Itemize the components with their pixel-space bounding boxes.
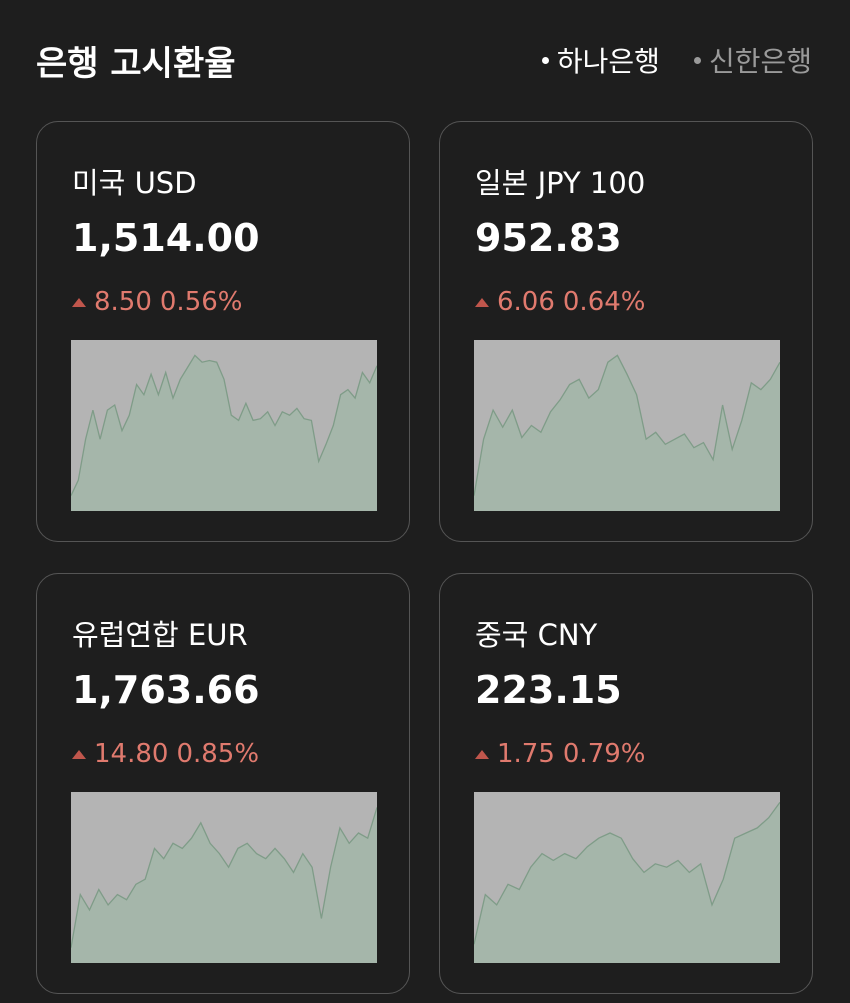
change-percent: 0.64% bbox=[562, 287, 646, 317]
sparkline-line bbox=[71, 354, 377, 496]
bank-tab[interactable]: 신한은행 bbox=[694, 40, 812, 80]
currency-name: 중국 CNY bbox=[475, 618, 598, 652]
exchange-rate: 1,514.00 bbox=[72, 216, 260, 260]
sparkline-area bbox=[474, 802, 780, 963]
change-percent: 0.56% bbox=[159, 287, 243, 317]
up-arrow bbox=[475, 297, 489, 307]
bank-tab[interactable]: 하나은행 bbox=[542, 40, 660, 80]
change-percent: 0.85% bbox=[176, 739, 260, 769]
exchange-rate: 1,763.66 bbox=[72, 668, 260, 712]
sparkline-line bbox=[474, 801, 780, 945]
sparkline-line bbox=[474, 354, 780, 496]
up-arrow bbox=[72, 749, 86, 759]
change-amount: 8.50 bbox=[94, 287, 152, 317]
change-amount: 6.06 bbox=[497, 287, 555, 317]
currency-name: 일본 JPY 100 bbox=[475, 166, 646, 200]
up-arrow bbox=[72, 297, 86, 307]
rate-card[interactable]: 일본 JPY 100 952.83 6.06 0.64% bbox=[439, 121, 813, 542]
exchange-rate: 952.83 bbox=[475, 216, 622, 260]
rate-change: 8.50 0.56% bbox=[72, 287, 243, 317]
rate-card[interactable]: 중국 CNY 223.15 1.75 0.79% bbox=[439, 573, 813, 994]
currency-name: 유럽연합 EUR bbox=[72, 618, 248, 652]
change-amount: 14.80 bbox=[94, 739, 169, 769]
exchange-rate: 223.15 bbox=[475, 668, 622, 712]
sparkline-area bbox=[474, 355, 780, 511]
rate-change: 14.80 0.85% bbox=[72, 739, 259, 769]
rate-change: 6.06 0.64% bbox=[475, 287, 646, 317]
sparkline-area bbox=[71, 355, 377, 511]
rate-change: 1.75 0.79% bbox=[475, 739, 646, 769]
change-percent: 0.79% bbox=[562, 739, 646, 769]
sparkline bbox=[474, 340, 780, 511]
sparkline bbox=[474, 792, 780, 963]
sparkline-area bbox=[71, 807, 377, 963]
up-arrow bbox=[475, 749, 489, 759]
sparkline bbox=[71, 340, 377, 511]
rate-card[interactable]: 유럽연합 EUR 1,763.66 14.80 0.85% bbox=[36, 573, 410, 994]
sparkline-line bbox=[71, 807, 377, 948]
page-title: 은행 고시환율 bbox=[36, 44, 236, 84]
change-amount: 1.75 bbox=[497, 739, 555, 769]
bank-tabs: 하나은행 신한은행 bbox=[542, 40, 812, 80]
sparkline bbox=[71, 792, 377, 963]
currency-name: 미국 USD bbox=[72, 166, 197, 200]
rate-card[interactable]: 미국 USD 1,514.00 8.50 0.56% bbox=[36, 121, 410, 542]
